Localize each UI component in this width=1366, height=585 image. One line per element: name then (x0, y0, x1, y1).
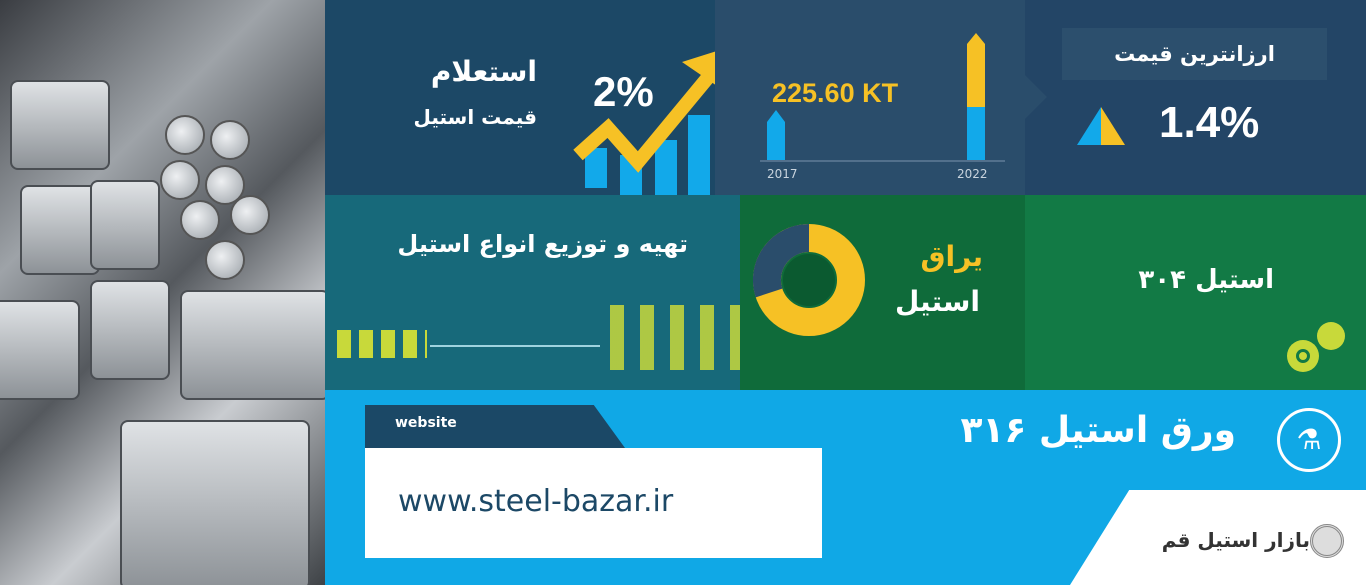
fittings-line2: استیل (895, 285, 980, 318)
bar-compare-chart (760, 33, 1005, 162)
pyramid-icon (1077, 107, 1125, 145)
growth-percent: 2% (593, 68, 654, 115)
brand-banner: بازار استیل قم (1070, 490, 1366, 585)
inquiry-subtitle: قیمت استیل (413, 105, 537, 129)
website-card: www.steel-bazar.ir (365, 448, 822, 558)
supply-panel: تهیه و توزیع انواع استیل (325, 195, 740, 390)
growth-panel: 225.60 KT 2017 2022 (715, 0, 1025, 195)
brand-name: بازار استیل قم (1161, 528, 1310, 552)
fittings-panel: یراق استیل (740, 195, 1025, 390)
network-icons (610, 305, 740, 370)
brand-logo (1310, 524, 1344, 558)
cheapest-percent: 1.4% (1159, 98, 1260, 147)
inquiry-panel: استعلام قیمت استیل 2% (325, 0, 720, 195)
website-url-link[interactable]: www.steel-bazar.ir (398, 484, 674, 519)
cheapest-panel: ارزانترین قیمت 1.4% (1025, 0, 1366, 195)
year-start-label: 2017 (767, 167, 798, 181)
gear-icon (1287, 340, 1319, 372)
sheet316-title: ورق استیل ۳۱۶ (960, 410, 1236, 451)
flask-icon: ⚗ (1277, 408, 1341, 472)
connection-line (430, 345, 600, 347)
cheapest-label: ارزانترین قیمت (1062, 28, 1327, 80)
gear-icon (1317, 322, 1345, 350)
fittings-line1: یراق (920, 240, 983, 273)
bar-2017 (767, 110, 785, 160)
growth-value: 225.60 KT (772, 78, 899, 108)
steel-products-photo (0, 0, 325, 585)
website-tab-label: website (395, 415, 457, 431)
steel304-panel: استیل ۳۰۴ (1025, 195, 1366, 390)
bar-2022-top (967, 33, 985, 107)
city-icons-left (337, 330, 427, 358)
year-end-label: 2022 (957, 167, 988, 181)
supply-title: تهیه و توزیع انواع استیل (397, 230, 688, 258)
inquiry-title: استعلام (430, 55, 537, 88)
donut-chart-icon (753, 223, 865, 336)
rising-chart-icon (573, 50, 720, 195)
steel304-title: استیل ۳۰۴ (1138, 265, 1274, 295)
website-tab: website (365, 405, 625, 448)
bar-2022-bottom (967, 107, 985, 160)
